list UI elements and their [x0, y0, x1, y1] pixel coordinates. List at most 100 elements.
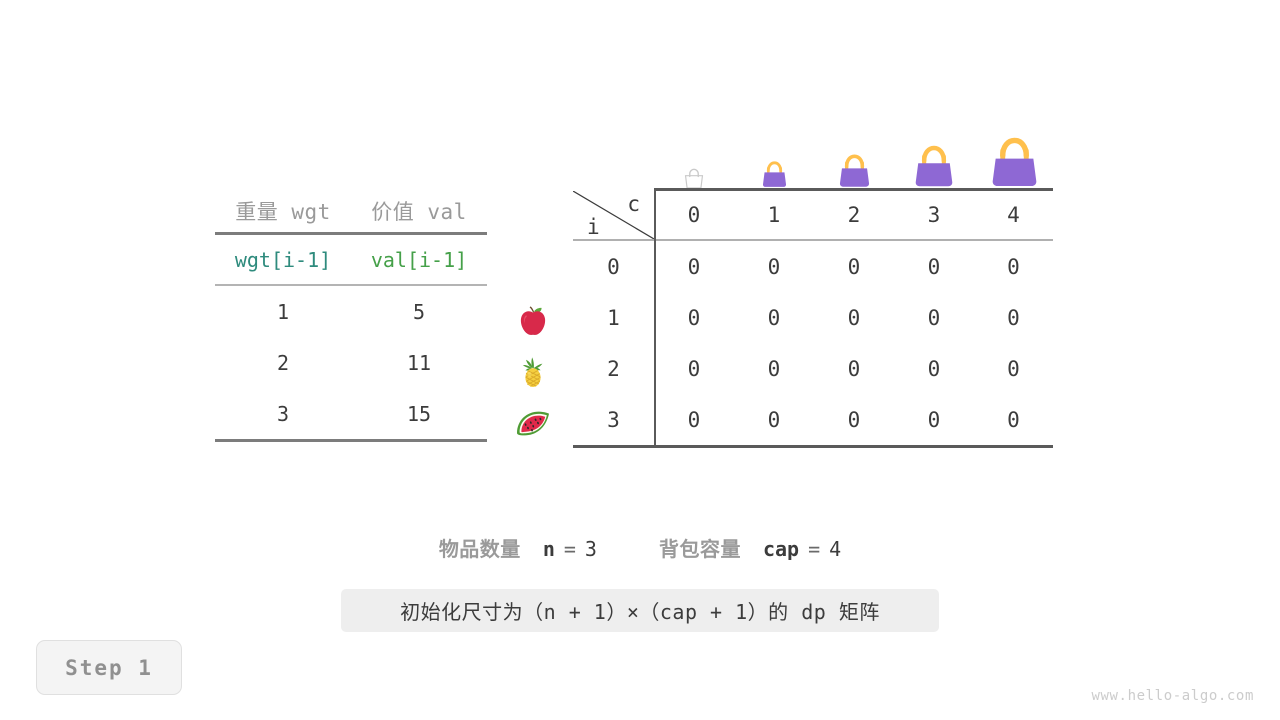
dp-corner-col-label: c [627, 192, 640, 216]
equals-sign: = [808, 537, 821, 561]
horizontal-rule [573, 188, 656, 448]
dp-col-header: 2 [847, 203, 861, 227]
parameters-line: 物品数量 n = 3 背包容量 cap = 4 [0, 533, 1280, 562]
capacity-bag-1 [734, 120, 814, 188]
horizontal-rule [215, 439, 487, 442]
item-table-header-weight: 重量 wgt [235, 200, 331, 224]
capacity-bag-0 [654, 120, 734, 188]
item-table-header-value: 价值 val [371, 200, 467, 224]
dp-cell: 0 [1007, 356, 1020, 381]
watermelon-icon [517, 411, 549, 435]
item-table-rule-top [215, 232, 487, 235]
handbag-icon [992, 137, 1036, 187]
watermark: www.hello-algo.com [1091, 688, 1254, 704]
capacity-var: cap [762, 537, 800, 561]
dp-cell: 0 [767, 356, 781, 381]
capacity-label: 背包容量 [658, 537, 741, 561]
vertical-divider [654, 188, 656, 448]
dp-corner-box: c i [573, 191, 654, 239]
item-value-cell: 5 [412, 299, 426, 324]
empty-bag-outline-icon [684, 168, 704, 188]
fruit-cell [505, 295, 561, 346]
capacity-bag-row [654, 120, 1054, 188]
dp-cell: 0 [927, 254, 941, 279]
handbag-icon [915, 145, 953, 187]
dp-row-header: 1 [607, 305, 620, 330]
dp-row-header: 2 [607, 356, 620, 381]
horizontal-rule [215, 232, 487, 235]
dp-cell: 0 [687, 305, 701, 330]
item-table-grid: 重量 wgt 价值 val wgt[i-1] val[i-1] 1 5 2 11… [215, 190, 487, 442]
item-value-cell: 15 [406, 401, 432, 426]
item-table-subheader-row: wgt[i-1] val[i-1] [215, 235, 487, 284]
step-badge-label: Step 1 [65, 655, 153, 680]
caption-text: 初始化尺寸为（n + 1）×（cap + 1）的 dp 矩阵 [400, 600, 880, 624]
dp-col-header: 3 [927, 203, 941, 227]
item-table-subheader-wgt: wgt[i-1] [234, 247, 332, 272]
dp-cell: 0 [767, 254, 781, 279]
table-row: 1 5 [215, 286, 487, 337]
dp-col-header: 1 [767, 203, 781, 227]
dp-cell: 0 [1007, 305, 1020, 330]
dp-cell: 0 [767, 407, 781, 432]
dp-row-header: 0 [607, 254, 620, 279]
item-weight-cell: 1 [276, 299, 290, 324]
dp-col-header: 4 [1007, 203, 1020, 227]
handbag-icon [839, 154, 869, 187]
horizontal-rule [654, 188, 1053, 191]
horizontal-rule [654, 239, 1053, 241]
dp-row-header: 3 [607, 407, 620, 432]
item-fruit-icon-column [505, 295, 561, 448]
dp-cell: 0 [847, 407, 861, 432]
dp-matrix-table: c i 0 1 2 3 4 0 0 0 0 0 0 1 0 0 [573, 188, 1053, 448]
diagonal-divider-icon [573, 191, 654, 239]
table-row: 0 0 0 0 0 0 [573, 241, 1053, 292]
table-row: 3 0 0 0 0 0 [573, 394, 1053, 445]
item-value-cell: 11 [406, 350, 432, 375]
dp-cell: 0 [767, 305, 781, 330]
item-table-rule-mid [215, 284, 487, 286]
apple-icon [520, 305, 546, 335]
dp-cell: 0 [847, 356, 861, 381]
table-row: 2 11 [215, 337, 487, 388]
item-table-subheader-val: val[i-1] [370, 247, 468, 272]
item-table-header-row: 重量 wgt 价值 val [215, 190, 487, 232]
dp-cell: 0 [927, 407, 941, 432]
equals-sign: = [563, 537, 576, 561]
pineapple-icon [522, 356, 543, 387]
dp-cell: 0 [847, 305, 861, 330]
caption-box: 初始化尺寸为（n + 1）×（cap + 1）的 dp 矩阵 [341, 589, 939, 632]
dp-matrix-grid: c i 0 1 2 3 4 0 0 0 0 0 0 1 0 0 [573, 188, 1053, 448]
dp-header-row: c i 0 1 2 3 4 [573, 191, 1053, 239]
dp-cell: 0 [927, 356, 941, 381]
dp-cell: 0 [1007, 407, 1020, 432]
dp-corner-row-label: i [587, 215, 600, 239]
capacity-bag-2 [814, 120, 894, 188]
item-weight-cell: 3 [276, 401, 290, 426]
table-row: 3 15 [215, 388, 487, 439]
capacity-bag-3 [894, 120, 974, 188]
dp-cell: 0 [687, 407, 701, 432]
dp-cell: 0 [847, 254, 861, 279]
dp-rule-top [573, 188, 1053, 191]
dp-cell: 0 [687, 254, 701, 279]
item-table-rule-bottom [215, 439, 487, 442]
dp-corner-cell: c i [573, 191, 656, 239]
horizontal-rule [215, 284, 487, 286]
dp-cell: 0 [927, 305, 941, 330]
dp-cell: 0 [1007, 254, 1020, 279]
fruit-cell [505, 397, 561, 448]
horizontal-rule [654, 445, 1053, 448]
capacity-bag-4 [974, 120, 1054, 188]
item-count-label: 物品数量 [438, 537, 521, 561]
item-count-value: 3 [584, 537, 597, 561]
dp-rule-bottom [573, 188, 1053, 448]
dp-cell: 0 [687, 356, 701, 381]
handbag-icon [762, 161, 786, 187]
table-row: 1 0 0 0 0 0 [573, 292, 1053, 343]
item-count-var: n [542, 537, 555, 561]
item-properties-table: 重量 wgt 价值 val wgt[i-1] val[i-1] 1 5 2 11… [215, 190, 487, 442]
step-badge: Step 1 [36, 640, 182, 695]
capacity-value: 4 [829, 537, 842, 561]
dp-col-header: 0 [687, 203, 701, 227]
